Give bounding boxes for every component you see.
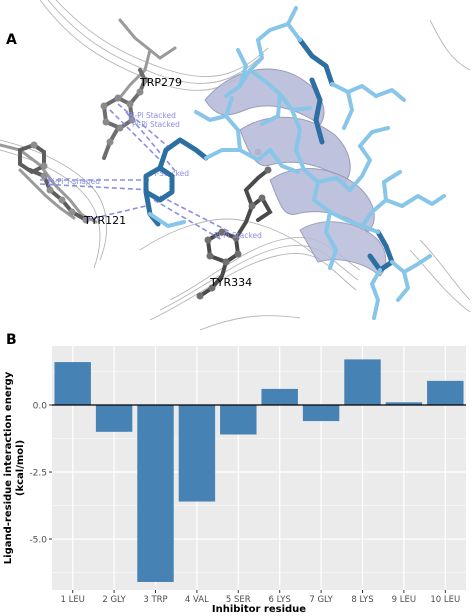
ligand-sticks <box>148 6 446 320</box>
panel-b-label: B <box>6 332 17 348</box>
x-tick-label: 7 GLY <box>309 595 333 605</box>
bar-6 <box>261 388 298 405</box>
protein-backbone-threads <box>0 0 471 331</box>
x-tick-label: 1 LEU <box>60 595 84 605</box>
residue-trp279-atoms <box>100 76 149 146</box>
ligand-core <box>143 37 395 273</box>
interaction-dashes <box>39 103 231 241</box>
y-tick-label: 0.0 <box>33 401 48 411</box>
y-axis-label-line2: (kcal/mol) <box>15 440 26 496</box>
x-tick-label: 9 LEU <box>392 595 416 605</box>
interaction-label-3: Pi-Pi T-shaped <box>48 177 100 186</box>
y-tick-label: -2.5 <box>29 469 47 479</box>
bar-10 <box>427 380 464 405</box>
x-tick-label: 2 GLY <box>102 595 126 605</box>
label-tyr334: TYR334 <box>209 276 252 289</box>
y-axis-label-line1: Ligand-residue interaction energy <box>3 371 14 564</box>
plot-panel <box>52 346 466 590</box>
label-tyr121: TYR121 <box>83 214 126 227</box>
bar-4 <box>178 404 216 502</box>
panel-a-label: A <box>6 32 17 48</box>
bar-8 <box>344 359 381 405</box>
bar-1 <box>54 362 91 405</box>
bar-3 <box>137 404 174 582</box>
molecular-view: A <box>0 0 471 331</box>
x-tick-label: 4 VAL <box>185 595 209 605</box>
bar-7 <box>302 404 340 422</box>
x-tick-label: 5 SER <box>226 595 251 605</box>
x-tick-label: 3 TRP <box>143 595 167 605</box>
bar-5 <box>220 404 257 435</box>
interaction-label-1: Pi-Pi Stacked <box>128 111 176 120</box>
x-axis-label: Inhibitor residue <box>212 604 306 615</box>
interaction-label-2: Pi-Pi Stacked <box>132 120 180 129</box>
y-axis-ticks: -5.0 -2.5 0.0 <box>29 401 52 546</box>
x-tick-label: 10 LEU <box>430 595 460 605</box>
x-tick-label: 8 LYS <box>351 595 373 605</box>
residue-tyr121-atoms <box>30 141 90 224</box>
interaction-energy-chart: B -5.0 -2.5 0.0 1 LEU 2 GLY 3 TRP 4 VAL 5 SER 6… <box>3 332 466 615</box>
bar-9 <box>385 402 423 405</box>
interaction-label-5: Pi-Pi Stacked <box>214 231 262 240</box>
bars <box>54 359 464 582</box>
x-axis-ticks: 1 LEU 2 GLY 3 TRP 4 VAL 5 SER 6 LYS 7 GLY 8 LYS… <box>60 590 460 605</box>
label-trp279: TRP279 <box>139 76 182 89</box>
bar-2 <box>95 404 133 432</box>
x-tick-label: 6 LYS <box>269 595 291 605</box>
y-tick-label: -5.0 <box>29 536 47 546</box>
protein-helix-ribbon <box>204 68 387 277</box>
